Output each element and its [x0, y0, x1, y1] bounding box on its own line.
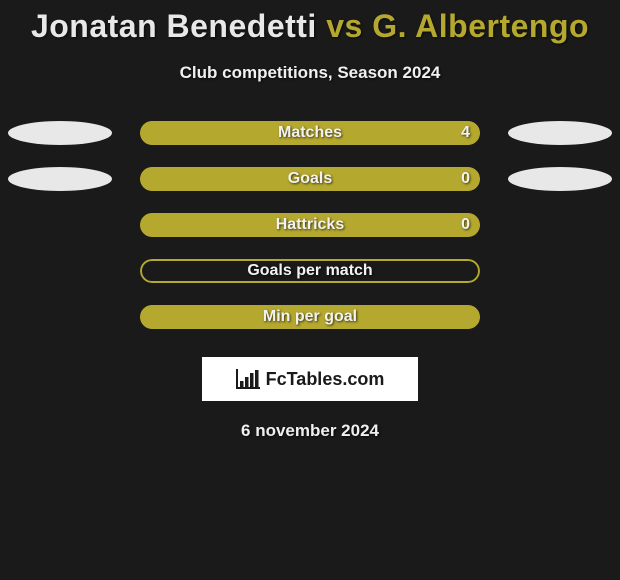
ellipse-right [508, 167, 612, 191]
stat-row: Min per goal [0, 305, 620, 329]
bar-fill [140, 121, 480, 145]
bar-label: Goals per match [140, 259, 480, 283]
ellipse-left [8, 121, 112, 145]
player1-name: Jonatan Benedetti [31, 8, 317, 44]
stat-row: Goals0 [0, 167, 620, 191]
vs-label: vs [326, 8, 363, 44]
ellipse-left [8, 167, 112, 191]
page-title: Jonatan Benedetti vs G. Albertengo [0, 8, 620, 45]
stat-bar: Matches4 [140, 121, 480, 145]
barchart-icon [236, 369, 260, 389]
stat-bar: Min per goal [140, 305, 480, 329]
stat-bar: Goals per match [140, 259, 480, 283]
player2-name: G. Albertengo [372, 8, 589, 44]
logo-box: FcTables.com [202, 357, 418, 401]
bar-fill [140, 213, 480, 237]
date-label: 6 november 2024 [0, 421, 620, 441]
stat-row: Matches4 [0, 121, 620, 145]
stat-bar: Goals0 [140, 167, 480, 191]
comparison-infographic: Jonatan Benedetti vs G. Albertengo Club … [0, 0, 620, 441]
bar-fill [140, 167, 480, 191]
logo-text: FcTables.com [266, 369, 385, 390]
subtitle: Club competitions, Season 2024 [0, 63, 620, 83]
bar-border [140, 259, 480, 283]
stat-bar: Hattricks0 [140, 213, 480, 237]
bar-fill [140, 305, 480, 329]
stat-row: Hattricks0 [0, 213, 620, 237]
stat-row: Goals per match [0, 259, 620, 283]
stat-rows: Matches4 Goals0 Hattricks0 Goals per match M… [0, 121, 620, 329]
ellipse-right [508, 121, 612, 145]
